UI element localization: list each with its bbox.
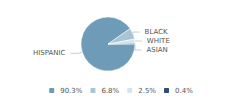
svg-text:HISPANIC: HISPANIC: [33, 49, 66, 57]
svg-text:WHITE: WHITE: [147, 37, 170, 45]
svg-text:2.5%: 2.5%: [138, 87, 156, 95]
svg-text:0.4%: 0.4%: [175, 87, 193, 95]
svg-text:90.3%: 90.3%: [60, 87, 83, 95]
svg-text:ASIAN: ASIAN: [146, 46, 167, 54]
svg-text:6.8%: 6.8%: [101, 87, 119, 95]
svg-text:BLACK: BLACK: [145, 28, 168, 36]
